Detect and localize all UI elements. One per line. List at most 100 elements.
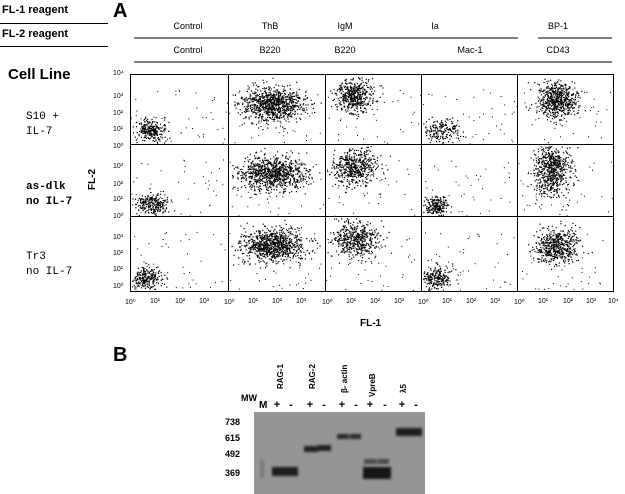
- event-dot: [258, 120, 260, 122]
- event-dot: [535, 154, 537, 156]
- event-dot: [543, 96, 545, 99]
- event-dot: [281, 184, 283, 187]
- event-dot: [259, 97, 262, 100]
- event-dot: [351, 173, 353, 175]
- event-dot: [351, 103, 353, 105]
- event-dot: [346, 163, 348, 165]
- event-dot: [354, 113, 356, 115]
- event-dot: [269, 90, 271, 92]
- event-dot: [258, 117, 260, 119]
- event-dot: [352, 169, 354, 172]
- event-dot: [256, 164, 259, 167]
- event-dot: [442, 142, 444, 144]
- event-dot: [537, 168, 539, 170]
- event-dot: [423, 205, 425, 207]
- event-dot: [290, 95, 292, 97]
- event-dot: [546, 102, 548, 104]
- event-dot: [561, 209, 563, 211]
- event-dot: [232, 177, 234, 179]
- event-dot: [360, 176, 361, 178]
- event-dot: [135, 203, 138, 205]
- event-dot: [368, 79, 370, 81]
- event-dot: [334, 92, 336, 94]
- event-dot: [556, 111, 559, 113]
- event-dot: [156, 200, 158, 202]
- event-dot: [164, 201, 166, 203]
- event-dot: [359, 78, 361, 80]
- event-dot: [561, 94, 563, 97]
- event-dot: [445, 136, 447, 138]
- event-dot: [433, 134, 435, 136]
- event-dot: [162, 212, 164, 214]
- event-dot: [146, 197, 149, 199]
- event-dot: [271, 108, 273, 110]
- event-dot: [548, 163, 550, 165]
- event-dot: [254, 158, 256, 160]
- event-dot: [432, 203, 434, 205]
- event-dot: [555, 90, 557, 92]
- event-dot: [249, 153, 251, 155]
- event-dot: [153, 211, 155, 213]
- event-dot: [560, 106, 562, 108]
- event-dot: [565, 101, 568, 104]
- event-dot: [352, 166, 354, 168]
- event-dot: [278, 107, 280, 109]
- event-dot: [570, 161, 572, 163]
- event-dot: [442, 142, 445, 144]
- event-dot: [289, 170, 291, 172]
- event-dot: [304, 98, 306, 100]
- event-dot: [294, 102, 297, 104]
- event-dot: [442, 201, 444, 203]
- event-dot: [446, 211, 448, 213]
- event-dot: [337, 171, 339, 173]
- event-dot: [241, 97, 244, 99]
- event-dot: [563, 93, 565, 95]
- event-dot: [277, 93, 280, 95]
- event-dot: [349, 173, 351, 176]
- event-dot: [139, 199, 141, 201]
- event-dot: [292, 95, 295, 97]
- event-dot: [457, 129, 459, 131]
- event-dot: [452, 131, 454, 133]
- event-dot: [351, 156, 353, 158]
- event-dot: [374, 158, 376, 161]
- event-dot: [357, 113, 359, 115]
- event-dot: [357, 92, 359, 94]
- event-dot: [348, 103, 350, 106]
- event-dot: [250, 180, 252, 183]
- event-dot: [504, 104, 506, 106]
- event-dot: [431, 129, 433, 131]
- event-dot: [434, 209, 436, 211]
- event-dot: [348, 92, 350, 94]
- event-dot: [157, 91, 159, 93]
- event-dot: [358, 89, 360, 92]
- event-dot: [554, 90, 557, 92]
- event-dot: [349, 172, 352, 174]
- event-dot: [589, 110, 591, 111]
- event-dot: [352, 94, 354, 96]
- event-dot: [277, 96, 279, 98]
- event-dot: [283, 106, 285, 108]
- event-dot: [568, 189, 570, 191]
- event-dot: [244, 100, 246, 102]
- event-dot: [289, 84, 291, 87]
- event-dot: [247, 170, 249, 172]
- event-dot: [546, 82, 548, 85]
- event-dot: [376, 109, 378, 110]
- event-dot: [368, 104, 369, 105]
- event-dot: [271, 99, 273, 101]
- event-dot: [270, 175, 272, 177]
- event-dot: [556, 93, 558, 95]
- event-dot: [272, 97, 274, 99]
- event-dot: [573, 184, 575, 186]
- event-dot: [573, 98, 575, 101]
- event-dot: [553, 107, 556, 109]
- event-dot: [557, 195, 560, 197]
- y-tick-mid-5: 10⁰: [113, 213, 124, 220]
- event-dot: [267, 113, 269, 115]
- event-dot: [348, 168, 350, 170]
- event-dot: [567, 100, 569, 102]
- event-dot: [306, 135, 307, 137]
- event-dot: [286, 102, 288, 104]
- event-dot: [267, 168, 269, 170]
